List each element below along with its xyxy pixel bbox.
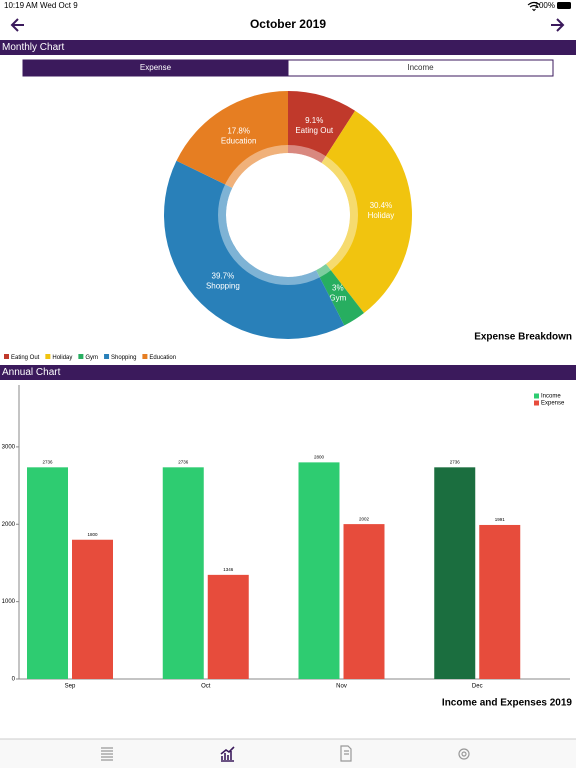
legend-label: Expense [541, 401, 565, 407]
legend-label: Holiday [52, 355, 72, 361]
legend-swatch [534, 393, 539, 399]
bar [162, 467, 204, 679]
bar [207, 574, 249, 679]
legend-swatch [4, 354, 9, 359]
tab-bar [0, 739, 576, 768]
bar-value-label: 2002 [359, 516, 370, 521]
legend-label: Shopping [111, 355, 136, 361]
bar-value-label: 1800 [87, 532, 98, 537]
x-tick-label: Dec [472, 684, 483, 690]
bar [298, 462, 340, 679]
segment-tab[interactable] [287, 59, 554, 77]
tab-settings-icon[interactable] [458, 748, 470, 760]
section-bar [0, 40, 576, 55]
tab-add-icon[interactable] [340, 745, 352, 762]
bar-value-label: 2800 [314, 455, 325, 460]
x-tick-label: Sep [65, 684, 76, 690]
slice-value-label: 30.4% [370, 201, 393, 210]
wifi-icon [527, 1, 541, 12]
bar [343, 524, 385, 679]
slice-value-label: 9.1% [305, 116, 323, 125]
bar-value-label: 2736 [42, 460, 53, 465]
chart-title: Expense Breakdown [474, 332, 572, 343]
pie-slice [288, 91, 356, 163]
back-button[interactable] [10, 18, 24, 32]
status-date: Wed Oct 9 [40, 1, 78, 10]
slice-category-label: Gym [329, 294, 346, 303]
legend-label: Eating Out [11, 355, 40, 361]
bar [434, 467, 476, 679]
chart-title: Income and Expenses 2019 [442, 698, 573, 709]
legend-swatch [45, 354, 51, 359]
x-tick-label: Nov [336, 684, 347, 690]
pie-slice [176, 91, 288, 188]
section-title: Monthly Chart [2, 42, 64, 53]
pie-slice [164, 160, 345, 339]
status-time: 10:19 AM [4, 1, 38, 10]
bar [479, 524, 521, 679]
tab-list-icon[interactable] [101, 747, 113, 761]
slice-category-label: Education [221, 136, 257, 145]
tab-chart-icon[interactable] [220, 746, 235, 762]
bar-value-label: 2736 [450, 460, 461, 465]
y-tick-label: 2000 [2, 522, 16, 528]
slice-value-label: 3% [332, 284, 344, 293]
status-battery: 100% [535, 1, 555, 10]
slice-value-label: 39.7% [212, 271, 235, 280]
bar-value-label: 1346 [223, 567, 234, 572]
legend-label: Education [149, 355, 176, 361]
bar [72, 539, 113, 679]
pie-slice [316, 263, 365, 326]
y-tick-label: 0 [12, 677, 16, 683]
section-title: Annual Chart [2, 367, 61, 378]
segment-label: Expense [140, 63, 172, 72]
bar [27, 467, 68, 679]
section-bar [0, 365, 576, 380]
legend-swatch [104, 354, 110, 359]
legend-swatch [534, 400, 539, 406]
y-tick-label: 1000 [2, 599, 16, 605]
x-tick-label: Oct [201, 684, 211, 690]
y-tick-label: 3000 [2, 444, 16, 450]
legend-swatch [142, 354, 148, 359]
legend-swatch [78, 354, 84, 359]
tab-settings-icon[interactable] [461, 751, 467, 757]
slice-value-label: 17.8% [227, 126, 250, 135]
segment-label: Income [407, 63, 434, 72]
legend-label: Gym [85, 355, 98, 361]
slice-category-label: Holiday [368, 211, 395, 220]
bar-value-label: 2736 [178, 460, 189, 465]
donut-inner-ring [218, 145, 358, 285]
pie-slice [321, 110, 412, 313]
forward-button[interactable] [551, 18, 565, 32]
battery-icon [557, 2, 571, 9]
slice-category-label: Eating Out [295, 126, 334, 135]
slice-category-label: Shopping [206, 281, 240, 290]
nav-title: October 2019 [250, 17, 326, 31]
bar-value-label: 1991 [495, 517, 506, 522]
legend-label: Income [541, 394, 561, 400]
